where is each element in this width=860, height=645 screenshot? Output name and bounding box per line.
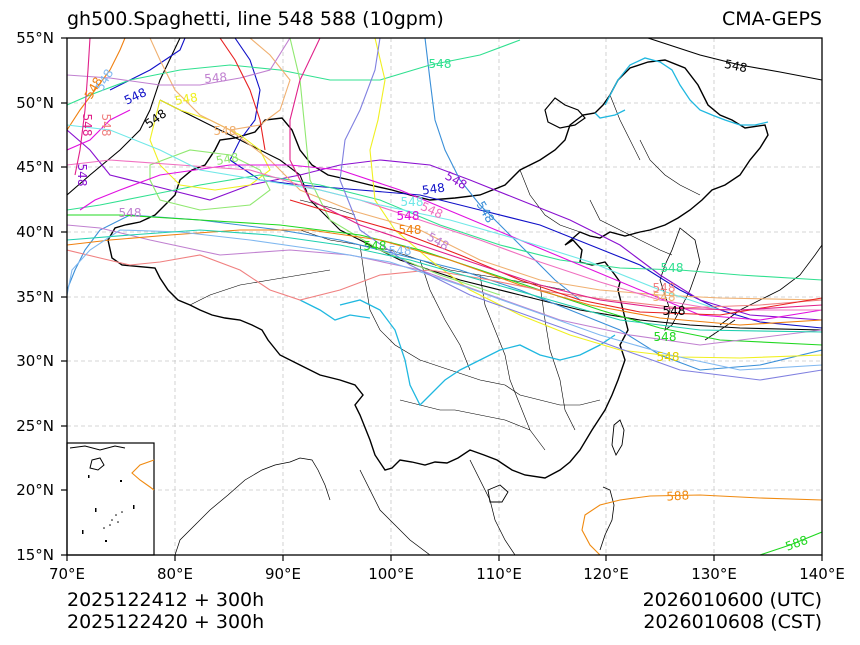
valid-time-utc: 2026010600 (UTC) (642, 589, 822, 611)
svg-text:548: 548 (389, 244, 412, 258)
y-tick-20n: 20°N (16, 481, 54, 499)
x-tick-100e: 100°E (368, 565, 414, 583)
svg-text:548: 548 (119, 206, 142, 220)
svg-text:548: 548 (142, 106, 169, 131)
y-tick-45n: 45°N (16, 158, 54, 176)
svg-text:548: 548 (443, 169, 470, 193)
svg-text:548: 548 (661, 261, 684, 275)
y-tick-50n: 50°N (16, 94, 54, 112)
svg-text:548: 548 (174, 90, 199, 108)
model-name: CMA-GEPS (721, 8, 822, 30)
svg-text:548: 548 (122, 85, 149, 107)
china-border (107, 59, 769, 479)
x-tick-130e: 130°E (691, 565, 737, 583)
svg-text:588: 588 (666, 488, 690, 503)
svg-text:548: 548 (657, 350, 680, 364)
x-tick-140e: 140°E (799, 565, 845, 583)
svg-text:548: 548 (421, 181, 446, 198)
x-tick-110e: 110°E (476, 565, 522, 583)
svg-text:548: 548 (663, 304, 686, 318)
chart-title: gh500.Spaghetti, line 548 588 (10gpm) (67, 8, 444, 30)
svg-text:548: 548 (93, 67, 117, 94)
svg-text:548: 548 (215, 150, 240, 168)
svg-text:548: 548 (80, 114, 94, 137)
svg-text:548: 548 (723, 57, 748, 75)
svg-text:548: 548 (99, 114, 113, 137)
south-china-sea-inset (66, 442, 155, 556)
y-tick-40n: 40°N (16, 223, 54, 241)
y-tick-15n: 15°N (16, 546, 54, 564)
svg-text:548: 548 (653, 290, 676, 304)
init-time-2: 2025122420 + 300h (67, 611, 265, 633)
x-tick-90e: 90°E (264, 565, 302, 583)
svg-text:548: 548 (364, 239, 387, 253)
svg-text:548: 548 (214, 124, 237, 138)
svg-text:588: 588 (783, 533, 809, 554)
svg-text:548: 548 (75, 164, 89, 187)
svg-text:548: 548 (401, 195, 424, 209)
x-tick-70e: 70°E (48, 565, 86, 583)
y-tick-25n: 25°N (16, 417, 54, 435)
svg-text:548: 548 (429, 57, 452, 71)
svg-text:548: 548 (399, 223, 422, 237)
x-tick-120e: 120°E (583, 565, 629, 583)
x-tick-80e: 80°E (156, 565, 194, 583)
gridlines (67, 38, 822, 555)
init-times: 2025122412 + 300h 2025122420 + 300h (67, 589, 264, 633)
init-time-1: 2025122412 + 300h (67, 589, 265, 611)
y-tick-30n: 30°N (16, 352, 54, 370)
svg-text:548: 548 (653, 281, 676, 295)
valid-time-cst: 2026010608 (CST) (643, 611, 822, 633)
svg-text:548: 548 (654, 330, 677, 344)
valid-times: 2026010600 (UTC) 2026010608 (CST) (643, 589, 822, 633)
y-tick-35n: 35°N (16, 288, 54, 306)
y-tick-55n: 55°N (16, 29, 54, 47)
svg-text:548: 548 (204, 70, 228, 86)
svg-text:548: 548 (397, 209, 420, 223)
svg-text:548: 548 (474, 199, 498, 226)
